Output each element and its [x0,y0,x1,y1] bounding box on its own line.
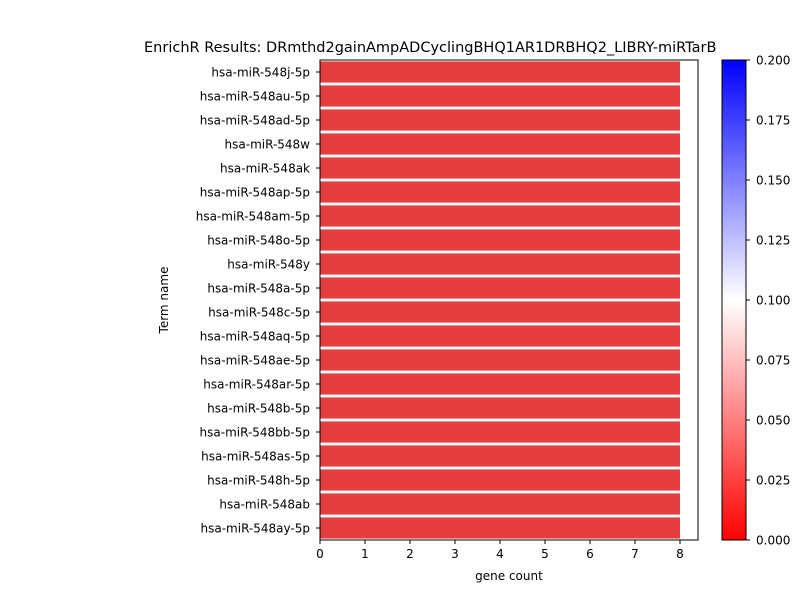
colorbar [721,59,747,541]
bar [320,493,680,515]
category-label: hsa-miR-548ae-5p [200,354,310,368]
category-label: hsa-miR-548bb-5p [200,426,310,440]
colorbar-tick-label: 0.175 [756,114,790,128]
bar [320,469,680,491]
x-tick-label: 3 [451,547,459,561]
bar [320,277,680,299]
x-tick-label: 7 [631,547,639,561]
category-label: hsa-miR-548ap-5p [200,186,310,200]
bar [320,253,680,275]
bars-group [320,61,680,539]
category-label: hsa-miR-548as-5p [201,450,310,464]
bar [320,157,680,179]
colorbar-tick-label: 0.025 [756,474,790,488]
x-tick-label: 1 [361,547,369,561]
x-tick-label: 2 [406,547,414,561]
category-label: hsa-miR-548aq-5p [200,330,310,344]
bar [320,373,680,395]
category-label: hsa-miR-548au-5p [200,90,310,104]
bar [320,325,680,347]
bar [320,133,680,155]
bar [320,301,680,323]
y-axis-label: Term name [157,267,171,335]
x-tick-label: 5 [541,547,549,561]
x-tick-label: 8 [676,547,684,561]
bar [320,349,680,371]
category-label: hsa-miR-548ak [220,162,310,176]
bar [320,421,680,443]
colorbar-tick-label: 0.150 [756,174,790,188]
colorbar-tick-label: 0.075 [756,354,790,368]
colorbar-tick-label: 0.000 [756,534,790,548]
category-label: hsa-miR-548ad-5p [200,114,310,128]
bar [320,229,680,251]
category-label: hsa-miR-548a-5p [207,282,310,296]
x-tick-label: 6 [586,547,594,561]
category-label: hsa-miR-548ab [219,498,310,512]
category-label: hsa-miR-548y [227,258,310,272]
category-label: hsa-miR-548w [225,138,311,152]
bar [320,61,680,83]
bar [320,181,680,203]
colorbar-axis: 0.000 0.025 0.050 0.075 0.100 0.125 0.150 0.175… [746,54,790,548]
category-label: hsa-miR-548am-5p [196,210,310,224]
chart-title: EnrichR Results: DRmthd2gainAmpADCycling… [144,40,716,56]
x-axis: 0 1 2 3 4 5 6 7 8 [316,540,684,561]
plot-frame [319,59,699,541]
category-label: hsa-miR-548c-5p [208,306,310,320]
bar [320,205,680,227]
colorbar-tick-label: 0.050 [756,414,790,428]
colorbar-tick-label: 0.100 [756,294,790,308]
category-label: hsa-miR-548ar-5p [203,378,310,392]
x-tick-label: 0 [316,547,324,561]
category-label: hsa-miR-548ay-5p [201,522,310,536]
colorbar-tick-label: 0.125 [756,234,790,248]
bar [320,397,680,419]
category-label: hsa-miR-548h-5p [207,474,310,488]
bar [320,109,680,131]
bar [320,445,680,467]
category-label: hsa-miR-548b-5p [207,402,310,416]
colorbar-tick-label: 0.200 [756,54,790,68]
category-label: hsa-miR-548o-5p [207,234,310,248]
bar [320,517,680,539]
bar [320,85,680,107]
category-labels-group: hsa-miR-548j-5p hsa-miR-548au-5p hsa-miR-5… [196,66,320,536]
category-label: hsa-miR-548j-5p [211,66,310,80]
x-axis-label: gene count [475,569,543,583]
x-tick-label: 4 [496,547,504,561]
